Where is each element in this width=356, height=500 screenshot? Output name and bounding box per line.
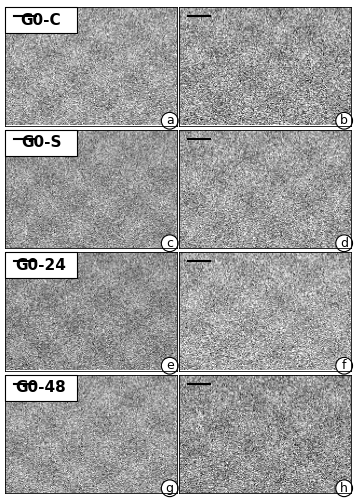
FancyBboxPatch shape	[5, 252, 77, 278]
Text: e: e	[166, 360, 174, 372]
Text: d: d	[340, 237, 348, 250]
Text: c: c	[166, 237, 173, 250]
FancyBboxPatch shape	[5, 7, 77, 33]
Text: h: h	[340, 482, 348, 495]
Text: G0-S: G0-S	[21, 135, 61, 150]
Text: f: f	[342, 360, 346, 372]
Text: b: b	[340, 114, 348, 128]
Text: g: g	[166, 482, 174, 495]
Text: G0-C: G0-C	[21, 12, 61, 28]
Text: a: a	[166, 114, 174, 128]
FancyBboxPatch shape	[5, 130, 77, 156]
FancyBboxPatch shape	[5, 374, 77, 400]
Text: G0-24: G0-24	[16, 258, 67, 272]
Text: G0-48: G0-48	[16, 380, 66, 395]
